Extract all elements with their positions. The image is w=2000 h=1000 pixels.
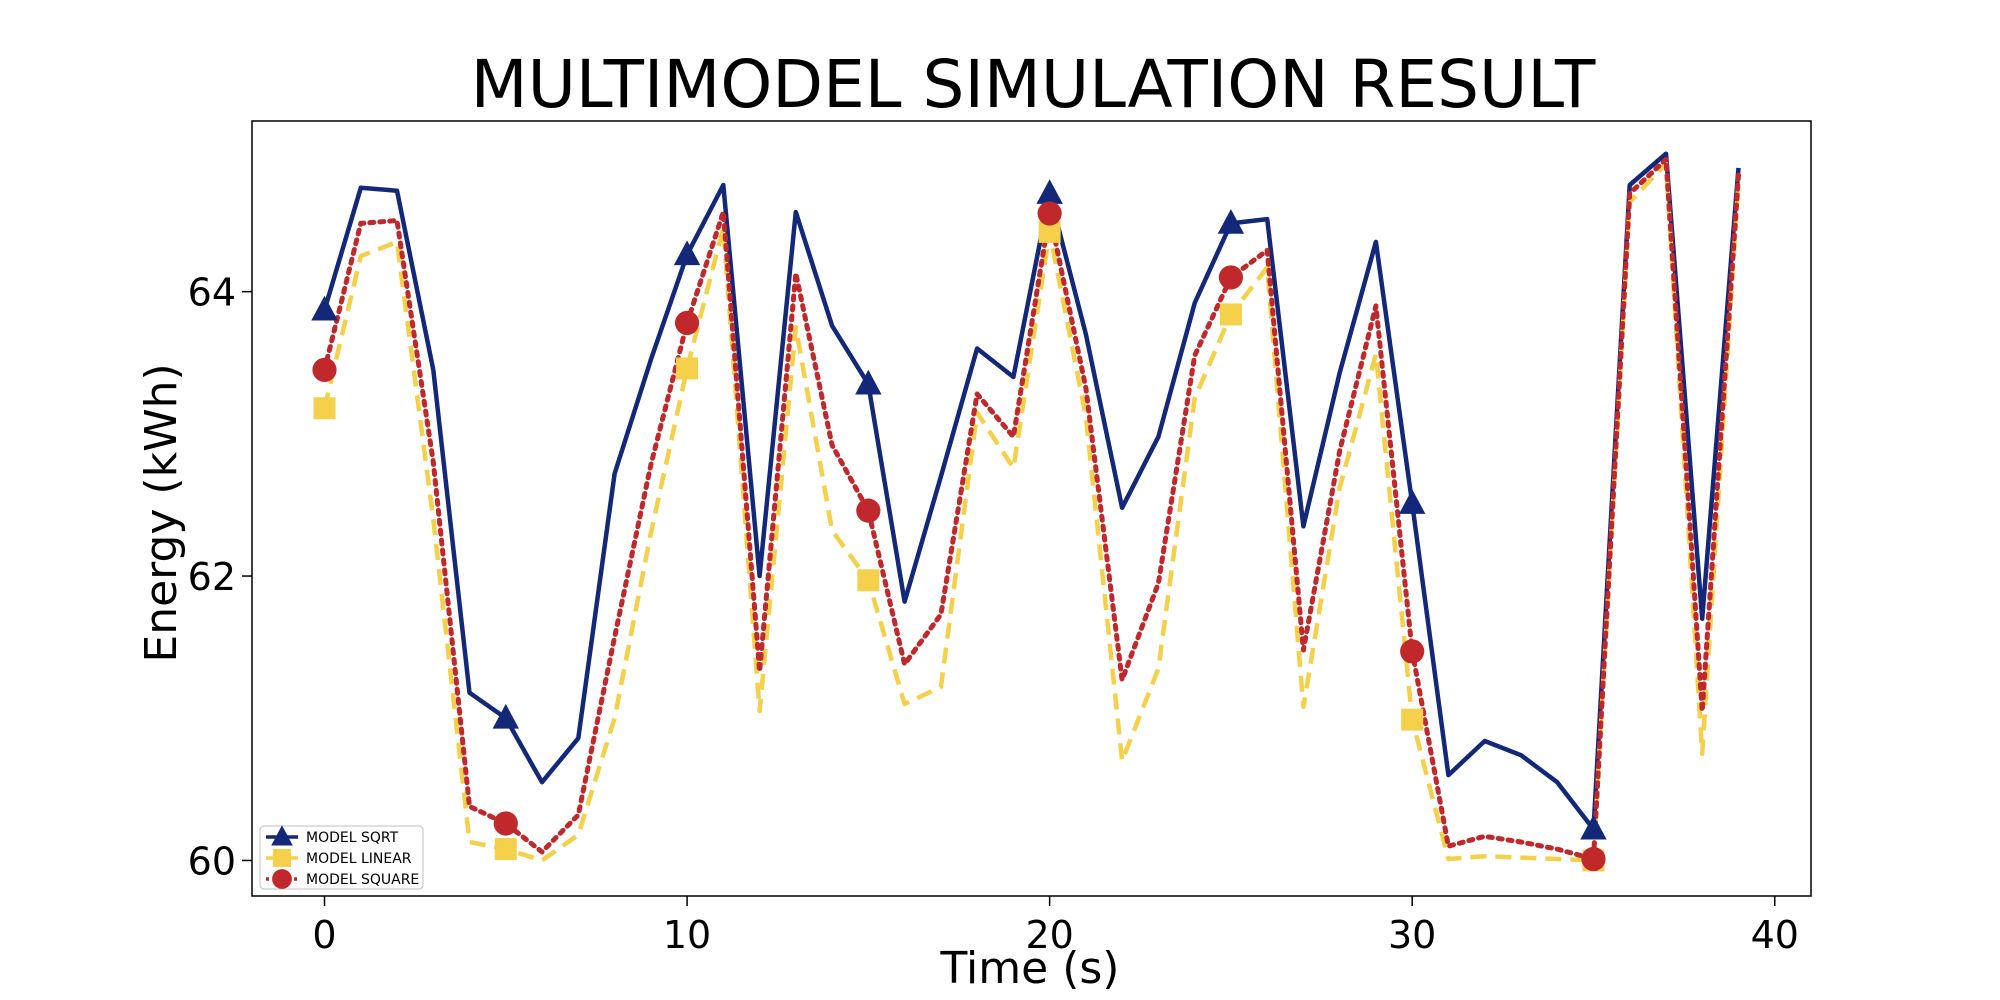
legend-item: MODEL SQRT: [266, 825, 399, 846]
data-point: [676, 357, 699, 380]
data-point: [1580, 814, 1607, 840]
legend-label: MODEL SQRT: [306, 830, 399, 846]
legend-item: MODEL LINEAR: [266, 849, 412, 867]
data-point: [1401, 708, 1424, 731]
x-tick-label: 10: [663, 913, 711, 957]
x-tick-label: 30: [1388, 913, 1436, 957]
data-point: [494, 838, 517, 861]
data-point: [313, 397, 336, 420]
data-point: [1038, 220, 1061, 243]
legend-box: [259, 825, 424, 890]
y-tick-label: 60: [188, 839, 236, 883]
series-line-2: [322, 161, 1741, 863]
y-tick-label: 64: [188, 271, 236, 315]
data-point: [1218, 265, 1244, 290]
series-line-3: [322, 156, 1741, 862]
data-point: [1036, 179, 1063, 204]
axis-ticks: 0 10 20 30 40 60 62 64: [188, 271, 1799, 957]
data-point: [856, 498, 881, 523]
data-point: [1217, 209, 1245, 234]
y-axis-label: Energy (kWh): [136, 363, 187, 662]
x-tick-label: 40: [1751, 913, 1799, 957]
data-point: [493, 811, 518, 836]
data-point: [674, 310, 700, 336]
series-markers-3: [312, 201, 1606, 872]
chart-title: MULTIMODEL SIMULATION RESULT: [471, 46, 1596, 123]
legend-label: MODEL LINEAR: [306, 851, 412, 867]
x-axis-label: Time (s): [940, 943, 1120, 994]
legend: MODEL SQRT MODEL LINEAR MODEL SQUARE: [259, 825, 424, 890]
data-point: [1398, 489, 1426, 514]
series-markers-1: [311, 179, 1607, 840]
data-point: [673, 240, 701, 266]
data-point: [1037, 201, 1062, 226]
plot-area: [311, 151, 1741, 872]
series-markers-2: [313, 220, 1605, 872]
data-point: [492, 703, 519, 729]
data-point: [312, 357, 337, 382]
data-point: [1581, 846, 1606, 872]
data-point: [1219, 303, 1242, 326]
legend-marker: [273, 849, 291, 867]
data-point: [311, 295, 338, 321]
data-point: [855, 369, 882, 395]
series-line-1: [322, 151, 1741, 832]
data-point: [1400, 639, 1425, 664]
legend-marker: [272, 869, 292, 889]
legend-label: MODEL SQUARE: [306, 872, 419, 888]
legend-item: MODEL SQUARE: [266, 869, 419, 889]
legend-marker: [271, 825, 293, 846]
x-tick-label: 0: [312, 913, 336, 957]
x-tick-label: 20: [1025, 913, 1073, 957]
data-point: [857, 569, 880, 592]
plot-frame: [251, 120, 1812, 897]
y-tick-label: 62: [188, 555, 236, 599]
